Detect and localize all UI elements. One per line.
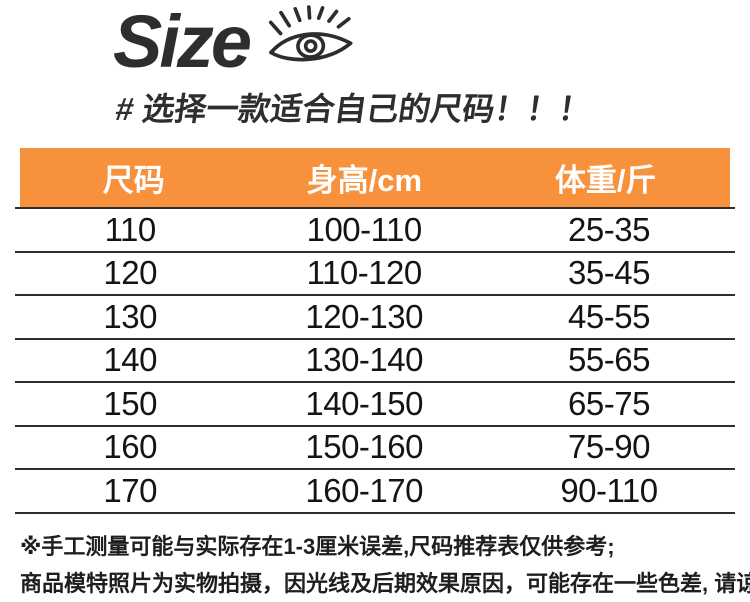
size-cell: 130 <box>103 297 157 335</box>
size-cell: 110 <box>104 210 157 248</box>
weight-cell: 35-45 <box>568 254 650 292</box>
height-cell: 110-120 <box>306 254 423 292</box>
table-row: 130 120-130 45-55 <box>15 296 735 340</box>
weight-cell: 90-110 <box>560 471 658 509</box>
table-header-row: 尺码 身高/cm 体重/斤 <box>20 148 730 207</box>
size-table: 尺码 身高/cm 体重/斤 110 100-110 25-35 120 110-… <box>15 148 735 514</box>
weight-cell: 45-55 <box>568 297 650 335</box>
height-cell: 150-160 <box>305 428 423 466</box>
size-cell: 160 <box>103 428 157 466</box>
height-cell: 100-110 <box>306 210 423 248</box>
weight-cell: 75-90 <box>568 428 650 466</box>
height-cell: 160-170 <box>305 471 423 509</box>
footnotes: ※手工测量可能与实际存在1-3厘米误差,尺码推荐表仅供参考; 商品模特照片为实物… <box>20 528 750 602</box>
eye-doodle-icon <box>268 5 353 62</box>
note-line: ※手工测量可能与实际存在1-3厘米误差,尺码推荐表仅供参考; <box>20 533 615 559</box>
weight-cell: 65-75 <box>568 384 650 422</box>
size-cell: 140 <box>103 341 157 379</box>
page-title: Size <box>113 0 252 83</box>
weight-cell: 55-65 <box>568 341 650 379</box>
weight-cell: 25-35 <box>568 210 650 248</box>
table-row: 110 100-110 25-35 <box>15 209 735 253</box>
size-cell: 170 <box>103 471 157 509</box>
table-row: 170 160-170 90-110 <box>15 470 735 514</box>
header-cell-weight: 体重/斤 <box>554 163 657 198</box>
table-body: 110 100-110 25-35 120 110-120 35-45 130 … <box>15 207 735 514</box>
size-cell: 150 <box>103 384 157 422</box>
hero-section: Size # 选择一款适合自己的尺码！！！ <box>0 0 750 130</box>
note-line: 商品模特照片为实物拍摄，因光线及后期效果原因，可能存在一些色差, 请谅解 <box>20 570 750 596</box>
height-cell: 130-140 <box>305 341 423 379</box>
table-row: 120 110-120 35-45 <box>15 253 735 296</box>
table-row: 150 140-150 65-75 <box>15 383 735 427</box>
table-row: 140 130-140 55-65 <box>15 340 735 383</box>
height-cell: 120-130 <box>305 297 423 335</box>
page-subtitle: # 选择一款适合自己的尺码！！！ <box>113 91 594 127</box>
size-cell: 120 <box>103 254 157 292</box>
header-cell-size: 尺码 <box>102 163 165 198</box>
height-cell: 140-150 <box>305 384 423 422</box>
header-cell-height: 身高/cm <box>306 163 423 198</box>
table-row: 160 150-160 75-90 <box>15 427 735 470</box>
title-row: Size <box>113 4 750 82</box>
